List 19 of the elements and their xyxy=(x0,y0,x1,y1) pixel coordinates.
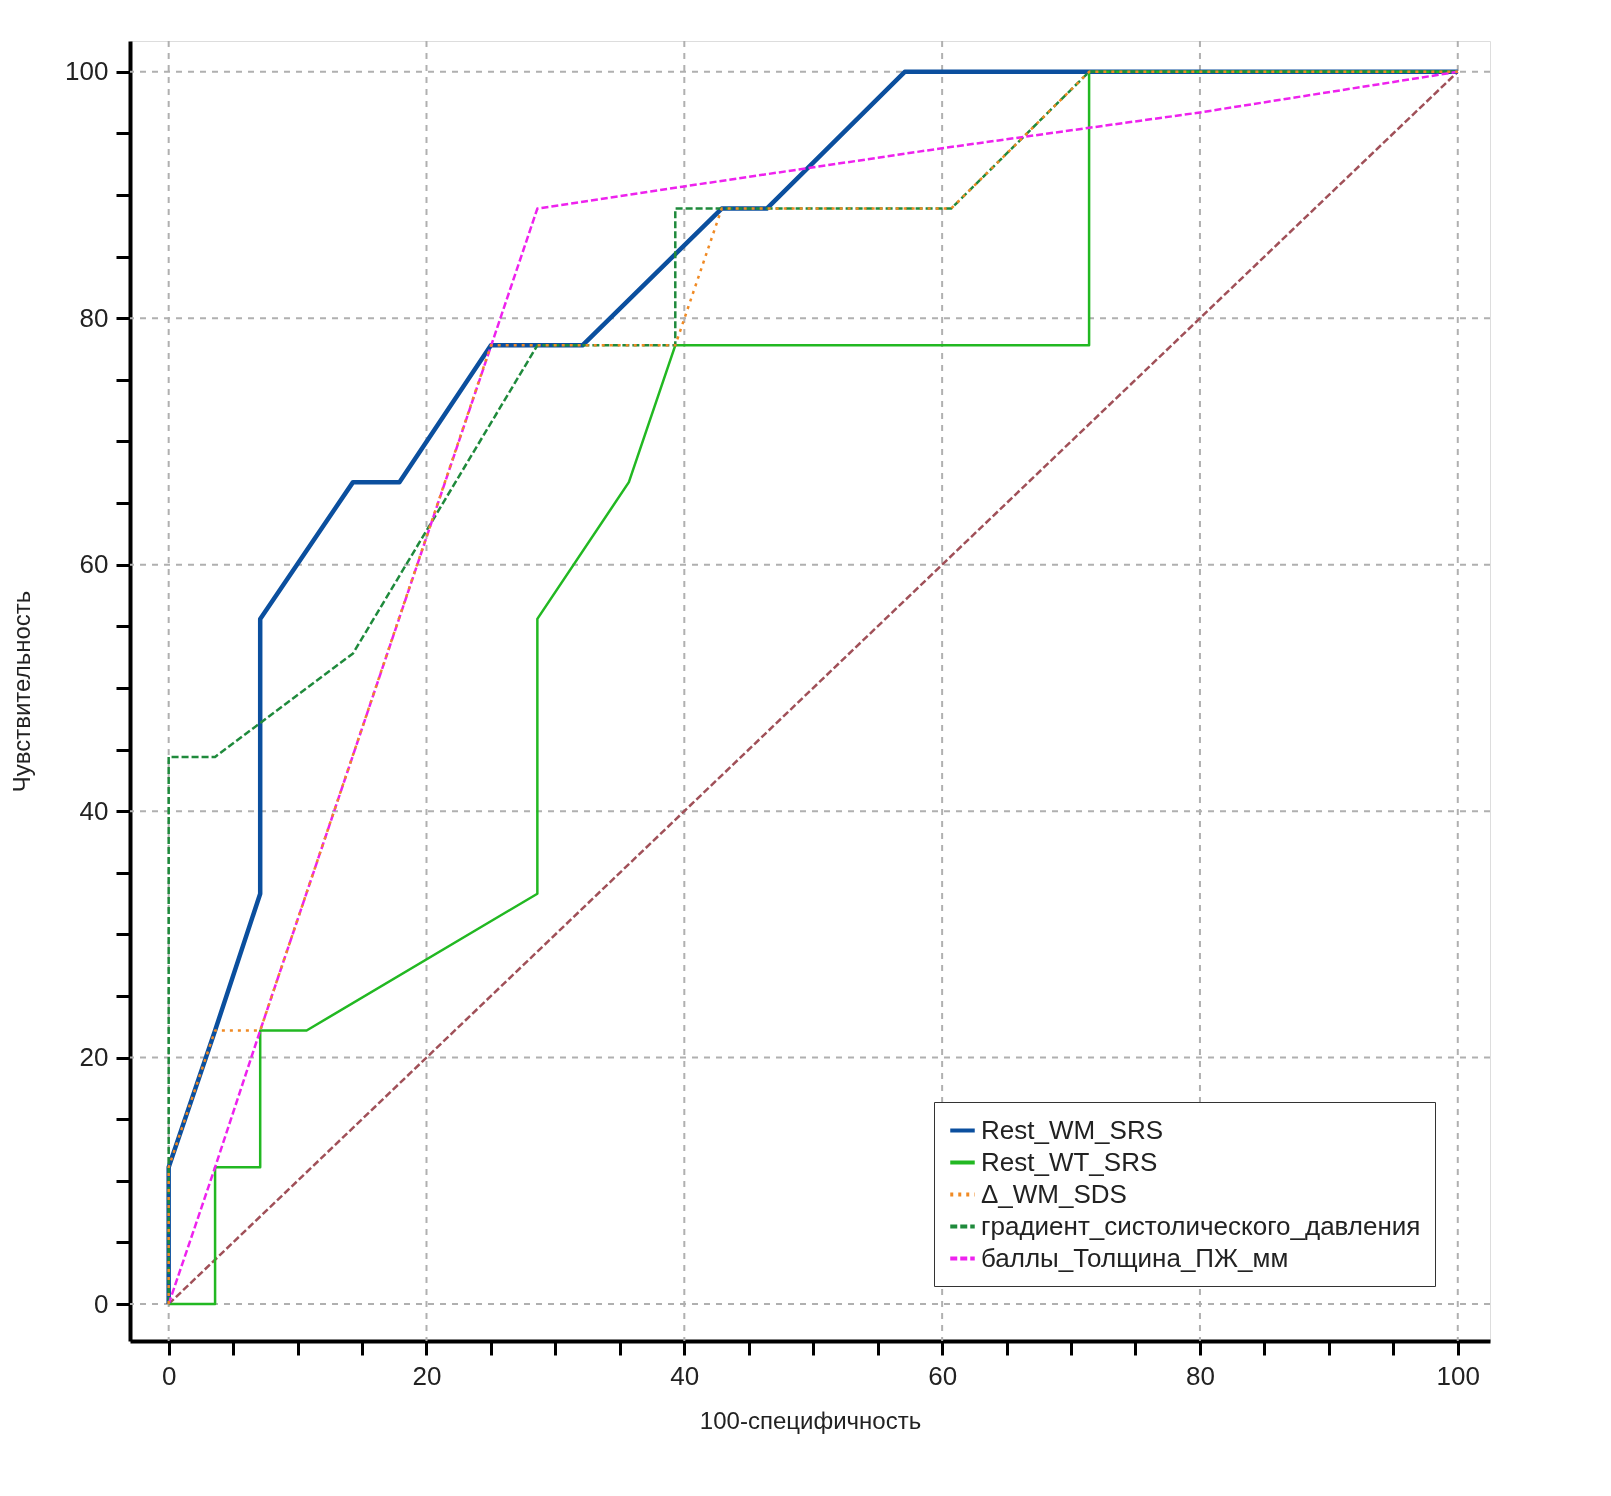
legend-label: баллы_Толщина_ПЖ_мм xyxy=(981,1242,1289,1273)
y-tick-label: 20 xyxy=(79,1042,109,1073)
x-tick-label: 100 xyxy=(1436,1360,1480,1391)
y-tick-label: 80 xyxy=(79,302,109,333)
y-tick-label: 0 xyxy=(94,1288,109,1319)
y-tick-label: 40 xyxy=(79,795,109,826)
x-axis-title: 100-специфичность xyxy=(699,1406,922,1434)
x-tick-label: 60 xyxy=(928,1360,958,1391)
legend-label: Rest_WM_SRS xyxy=(981,1114,1164,1145)
x-tick-label: 20 xyxy=(412,1360,442,1391)
y-tick-label: 60 xyxy=(79,549,109,580)
legend-label: Δ_WM_SDS xyxy=(981,1178,1127,1209)
x-tick-label: 40 xyxy=(670,1360,700,1391)
y-tick-label: 100 xyxy=(65,56,109,87)
y-axis-title: Чувствительность xyxy=(8,590,36,793)
legend-label: Rest_WT_SRS xyxy=(981,1146,1158,1177)
x-tick-label: 80 xyxy=(1185,1360,1215,1391)
x-tick-label: 0 xyxy=(161,1360,177,1391)
legend-label: градиент_систолического_давления xyxy=(981,1210,1421,1241)
